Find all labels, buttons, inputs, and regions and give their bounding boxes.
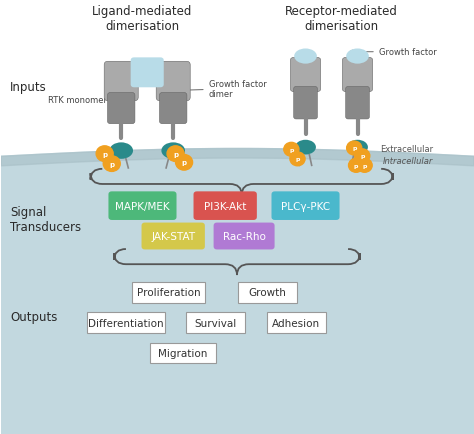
FancyBboxPatch shape <box>108 93 135 125</box>
Text: Rac-Rho: Rac-Rho <box>223 231 265 241</box>
Text: p: p <box>295 157 300 162</box>
Text: Ligand-mediated
dimerisation: Ligand-mediated dimerisation <box>92 5 192 33</box>
Text: Intracellular: Intracellular <box>383 156 433 165</box>
FancyBboxPatch shape <box>238 283 297 303</box>
Text: Receptor-mediated
dimerisation: Receptor-mediated dimerisation <box>284 5 397 33</box>
Text: Adhesion: Adhesion <box>272 318 320 328</box>
Ellipse shape <box>109 143 133 159</box>
FancyBboxPatch shape <box>150 343 216 364</box>
FancyBboxPatch shape <box>109 192 176 220</box>
Circle shape <box>290 152 305 166</box>
Ellipse shape <box>295 141 316 155</box>
FancyBboxPatch shape <box>131 58 164 88</box>
Text: PI3K-Akt: PI3K-Akt <box>204 201 246 211</box>
FancyBboxPatch shape <box>87 312 165 333</box>
Text: MAPK/MEK: MAPK/MEK <box>115 201 170 211</box>
FancyBboxPatch shape <box>294 87 318 120</box>
Text: p: p <box>109 161 114 167</box>
Circle shape <box>348 159 364 173</box>
Text: p: p <box>102 151 107 157</box>
Circle shape <box>355 149 370 163</box>
FancyBboxPatch shape <box>104 62 138 102</box>
Ellipse shape <box>161 143 185 159</box>
Circle shape <box>346 142 362 155</box>
FancyBboxPatch shape <box>186 312 245 333</box>
FancyBboxPatch shape <box>266 312 326 333</box>
Circle shape <box>96 147 113 162</box>
Text: p: p <box>173 151 178 157</box>
Ellipse shape <box>347 141 368 155</box>
Text: p: p <box>360 154 365 159</box>
Text: Growth factor
dimer: Growth factor dimer <box>168 80 266 99</box>
Text: Outputs: Outputs <box>10 310 57 323</box>
Text: Migration: Migration <box>158 348 207 358</box>
Circle shape <box>167 147 184 162</box>
FancyBboxPatch shape <box>272 192 339 220</box>
Ellipse shape <box>294 49 317 65</box>
Text: Differentiation: Differentiation <box>88 318 164 328</box>
Text: Signal
Transducers: Signal Transducers <box>10 205 81 233</box>
FancyBboxPatch shape <box>159 93 187 125</box>
Text: JAK-STAT: JAK-STAT <box>151 231 195 241</box>
Text: RTK monomer: RTK monomer <box>48 96 118 107</box>
FancyBboxPatch shape <box>342 58 373 92</box>
FancyBboxPatch shape <box>142 223 205 250</box>
Text: p: p <box>182 160 187 166</box>
Text: Extracellular: Extracellular <box>380 145 433 154</box>
Text: p: p <box>289 148 293 152</box>
Text: PLCγ-PKC: PLCγ-PKC <box>281 201 330 211</box>
FancyBboxPatch shape <box>214 223 274 250</box>
Text: Growth factor: Growth factor <box>349 48 437 57</box>
Text: p: p <box>352 146 356 151</box>
FancyBboxPatch shape <box>132 283 205 303</box>
Circle shape <box>284 143 299 157</box>
FancyBboxPatch shape <box>193 192 257 220</box>
Ellipse shape <box>346 49 369 65</box>
Text: Survival: Survival <box>195 318 237 328</box>
Circle shape <box>357 159 372 173</box>
Circle shape <box>175 155 192 171</box>
FancyBboxPatch shape <box>291 58 320 92</box>
Text: p: p <box>354 164 358 168</box>
Text: Growth: Growth <box>249 288 287 298</box>
FancyBboxPatch shape <box>156 62 190 102</box>
Circle shape <box>103 156 120 172</box>
Text: p: p <box>363 164 367 168</box>
Text: Inputs: Inputs <box>10 81 47 94</box>
Text: Proliferation: Proliferation <box>137 288 201 298</box>
FancyBboxPatch shape <box>346 87 369 120</box>
